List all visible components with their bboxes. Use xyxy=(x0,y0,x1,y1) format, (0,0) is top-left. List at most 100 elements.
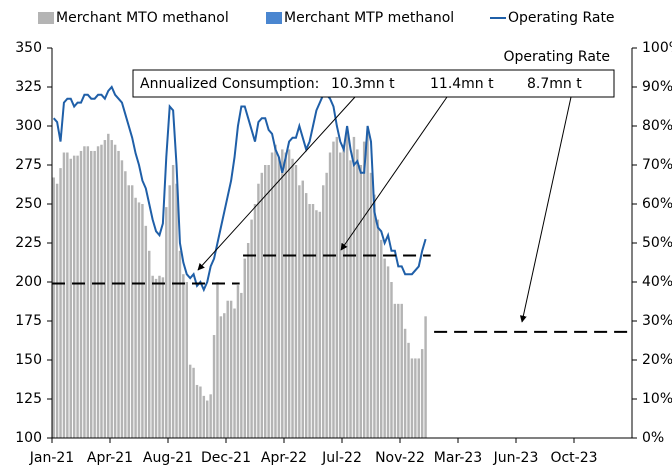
x-tick-label: Mar-23 xyxy=(434,450,482,466)
bar xyxy=(171,165,175,438)
bar xyxy=(83,146,86,438)
bar xyxy=(69,158,72,438)
bar xyxy=(267,165,270,438)
bar xyxy=(386,266,390,438)
bar xyxy=(335,136,339,439)
y-tick-label: 300 xyxy=(15,118,42,134)
bar xyxy=(130,185,134,438)
bar xyxy=(270,152,274,438)
bar xyxy=(359,165,362,438)
y-tick-label: 150 xyxy=(15,352,42,368)
legend-label: Operating Rate xyxy=(508,10,615,26)
bar xyxy=(407,342,410,438)
bar xyxy=(199,386,202,438)
bar xyxy=(366,130,369,438)
y2-axis-title: Operating Rate xyxy=(503,49,610,65)
bar xyxy=(264,165,267,438)
bar xyxy=(127,185,130,438)
y-tick-label: 275 xyxy=(15,157,42,173)
bar xyxy=(206,400,209,438)
bar xyxy=(86,146,90,438)
bar xyxy=(62,152,66,438)
bar xyxy=(154,278,158,438)
y-tick-label: 125 xyxy=(15,391,42,407)
plot-area: 100 125 150 175 200 225 250 275 300 325 350 0% 10% 20… xyxy=(15,40,672,466)
y2-tick-label: 30% xyxy=(642,313,672,329)
bar xyxy=(318,211,322,438)
x-tick-label: Aug-21 xyxy=(143,450,193,466)
bar xyxy=(233,308,236,438)
bar xyxy=(390,282,393,438)
bar xyxy=(284,152,287,438)
bar xyxy=(161,277,165,438)
bar xyxy=(79,150,83,438)
bar xyxy=(137,202,141,438)
y2-tick-label: 100% xyxy=(642,40,672,56)
bar xyxy=(325,172,328,439)
y-tick-label: 325 xyxy=(15,79,42,95)
bar xyxy=(294,165,298,438)
bar xyxy=(376,219,380,438)
bar xyxy=(420,349,424,438)
bar xyxy=(240,292,243,438)
bar xyxy=(414,358,417,438)
bar xyxy=(55,183,59,438)
y2-tick-label: 60% xyxy=(642,196,672,212)
bar xyxy=(90,150,93,438)
bar xyxy=(315,210,318,438)
bar xyxy=(417,358,420,438)
bar xyxy=(328,152,332,438)
y2-tick-label: 70% xyxy=(642,157,672,173)
bar xyxy=(424,316,427,438)
bar xyxy=(216,282,219,438)
bar xyxy=(168,185,171,438)
bar xyxy=(253,204,257,438)
bar xyxy=(209,394,212,438)
bar xyxy=(332,141,335,438)
y2-tick-label: 80% xyxy=(642,118,672,134)
legend-label: Merchant MTO methanol xyxy=(56,10,229,26)
y-tick-label: 175 xyxy=(15,313,42,329)
bar xyxy=(236,285,240,438)
bar xyxy=(243,258,246,438)
annotation-text: Annualized Consumption: xyxy=(140,76,319,92)
x-tick-label: Dec-21 xyxy=(201,450,251,466)
bar xyxy=(178,250,182,438)
bar xyxy=(103,140,107,439)
bar xyxy=(393,303,397,438)
bar xyxy=(120,160,124,438)
bar xyxy=(311,204,315,438)
bar xyxy=(274,144,277,438)
bar xyxy=(223,313,226,438)
bar xyxy=(397,303,400,438)
y2-tick-label: 10% xyxy=(642,391,672,407)
bar xyxy=(195,384,199,438)
legend-swatch xyxy=(38,12,54,24)
y-tick-label: 250 xyxy=(15,196,42,212)
bar xyxy=(352,136,356,439)
y-tick-label: 225 xyxy=(15,235,42,251)
bar xyxy=(72,155,76,438)
bar xyxy=(134,197,137,438)
bar xyxy=(322,185,325,438)
y2-tick-label: 40% xyxy=(642,274,672,290)
annotation-box xyxy=(132,69,615,98)
x-tick-label: Apr-22 xyxy=(261,450,307,466)
x-tick-label: Jun-23 xyxy=(493,450,539,466)
bar xyxy=(400,303,403,438)
line xyxy=(52,85,427,293)
y2-tick-label: 20% xyxy=(642,352,672,368)
bar xyxy=(356,149,359,438)
bar xyxy=(148,250,151,438)
y2-tick-label: 0% xyxy=(642,430,664,446)
bar xyxy=(151,275,154,438)
bar xyxy=(291,158,294,438)
y-tick-label: 100 xyxy=(15,430,42,446)
bar xyxy=(192,367,195,438)
bar xyxy=(339,152,342,438)
x-tick-label: Jan-21 xyxy=(29,450,74,466)
y2-tick-label: 50% xyxy=(642,235,672,251)
bar xyxy=(403,328,407,438)
bar xyxy=(349,160,352,438)
bar xyxy=(219,316,223,438)
